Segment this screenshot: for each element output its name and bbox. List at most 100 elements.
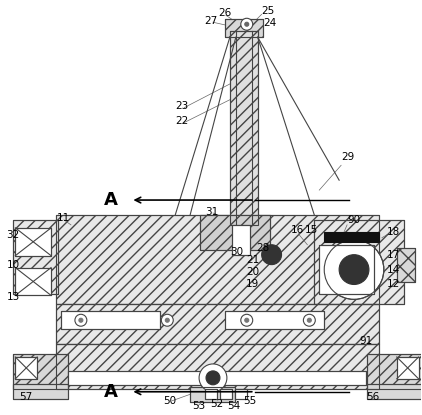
Bar (205, 389, 217, 399)
Text: 23: 23 (175, 101, 189, 111)
Bar (14, 384, 68, 399)
Bar (68, 371, 366, 385)
Bar (15, 357, 37, 379)
Bar (230, 31, 258, 225)
Bar (14, 384, 68, 399)
Bar (14, 354, 68, 389)
Bar (397, 357, 419, 379)
Bar (61, 311, 160, 329)
Text: 30: 30 (230, 247, 243, 257)
Bar (235, 389, 247, 399)
Text: 29: 29 (341, 152, 354, 162)
Circle shape (161, 314, 173, 326)
Bar (200, 215, 270, 250)
Bar (314, 220, 404, 304)
Text: 25: 25 (262, 6, 275, 16)
Bar (15, 268, 51, 295)
Circle shape (206, 371, 220, 385)
Text: 13: 13 (6, 293, 20, 303)
Bar (235, 389, 247, 399)
Circle shape (165, 318, 169, 322)
Text: 57: 57 (19, 392, 32, 402)
Text: 50: 50 (163, 395, 176, 406)
Bar (190, 387, 235, 402)
Text: 20: 20 (246, 266, 259, 276)
Bar (56, 344, 379, 389)
Bar (367, 354, 422, 389)
Circle shape (324, 240, 384, 299)
Text: 27: 27 (204, 16, 217, 26)
Bar (15, 357, 37, 379)
Bar (225, 19, 262, 37)
Bar (367, 384, 422, 399)
Text: 52: 52 (210, 399, 223, 409)
Bar (367, 384, 422, 399)
Bar (220, 389, 232, 399)
Text: 22: 22 (175, 116, 189, 126)
Bar (14, 220, 58, 294)
Text: 55: 55 (243, 395, 256, 406)
Bar (397, 357, 419, 379)
Bar (232, 225, 250, 255)
Text: 10: 10 (6, 260, 19, 270)
Bar (61, 311, 160, 329)
Bar (367, 354, 422, 389)
Bar (397, 248, 415, 283)
Text: 56: 56 (366, 392, 379, 402)
Circle shape (303, 314, 315, 326)
Bar (68, 371, 366, 385)
Bar (56, 304, 379, 344)
Circle shape (245, 22, 249, 26)
Bar (190, 387, 235, 402)
Circle shape (199, 364, 227, 392)
Text: 28: 28 (257, 243, 270, 253)
Circle shape (241, 18, 253, 30)
Circle shape (339, 255, 369, 284)
Bar (319, 245, 374, 294)
Bar (56, 304, 379, 344)
Text: 15: 15 (304, 225, 318, 235)
Bar (324, 232, 379, 242)
Text: 54: 54 (227, 400, 240, 411)
Bar (232, 225, 250, 255)
Circle shape (245, 318, 249, 322)
Bar (225, 311, 324, 329)
Text: 24: 24 (264, 18, 277, 28)
Text: 18: 18 (387, 227, 400, 237)
Text: 11: 11 (57, 213, 70, 223)
Bar (314, 220, 404, 304)
Bar (225, 19, 262, 37)
Bar (205, 389, 217, 399)
Bar (397, 248, 415, 283)
Text: 17: 17 (387, 250, 400, 260)
Bar (14, 354, 68, 389)
Bar (15, 228, 51, 256)
Text: 26: 26 (218, 8, 231, 18)
Text: 21: 21 (246, 255, 259, 265)
Bar (220, 389, 232, 399)
Bar (200, 215, 270, 250)
Text: A: A (104, 191, 118, 209)
Circle shape (79, 318, 83, 322)
Text: 19: 19 (246, 279, 259, 290)
Bar (225, 311, 324, 329)
Bar (14, 220, 58, 294)
Bar (15, 268, 51, 295)
Bar (56, 215, 379, 304)
Bar (230, 31, 258, 225)
Circle shape (262, 245, 281, 265)
Text: 14: 14 (387, 265, 400, 275)
Bar (15, 228, 51, 256)
Text: 16: 16 (290, 225, 304, 235)
Text: A: A (104, 383, 118, 401)
Text: 90: 90 (347, 215, 360, 225)
Text: 53: 53 (192, 400, 206, 411)
Text: 32: 32 (6, 230, 20, 240)
Bar (56, 344, 379, 389)
Bar (319, 245, 374, 294)
Bar (56, 215, 379, 304)
Text: 31: 31 (205, 207, 218, 217)
Circle shape (241, 314, 253, 326)
Circle shape (307, 318, 311, 322)
Circle shape (75, 314, 87, 326)
